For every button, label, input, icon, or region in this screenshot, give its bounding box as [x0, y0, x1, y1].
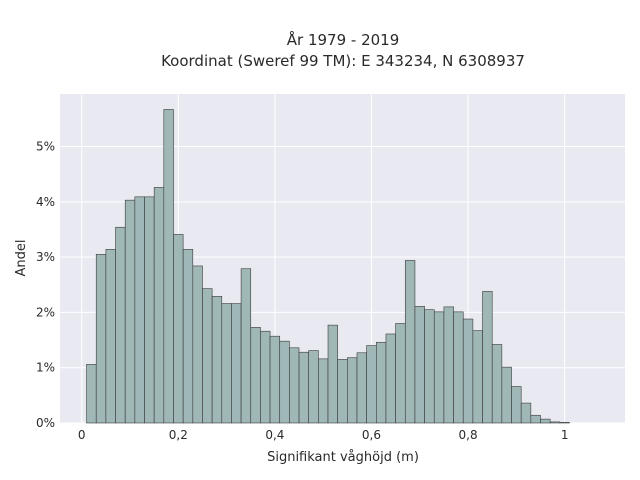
x-axis-ticks: 0 0,2 0,4 0,6 0,8 1: [78, 428, 569, 442]
histogram-bar: [453, 311, 464, 424]
histogram-bar: [260, 330, 271, 424]
histogram-bar: [163, 109, 174, 424]
histogram-bar: [462, 318, 474, 424]
histogram-bar: [308, 350, 319, 424]
histogram-bar: [124, 199, 136, 424]
histogram-bar: [404, 260, 416, 424]
histogram-bar: [250, 327, 261, 424]
histogram-bar: [414, 306, 425, 424]
histogram-bar: [211, 296, 223, 424]
histogram-bar: [530, 414, 541, 424]
histogram-bar: [182, 249, 194, 424]
histogram-bar: [482, 291, 493, 424]
histogram-bar: [95, 254, 107, 424]
y-axis-ticks: 0% 1% 2% 3% 4% 5%: [36, 140, 55, 430]
histogram-bar: [153, 187, 165, 424]
histogram-bar: [559, 422, 570, 424]
histogram-bar: [240, 268, 252, 424]
histogram-bar: [375, 341, 387, 424]
y-tick-label: 2%: [36, 305, 55, 319]
histogram-bar: [511, 386, 522, 424]
histogram-bar: [115, 226, 126, 424]
histogram-bar: [540, 418, 551, 424]
histogram-bar: [144, 196, 155, 424]
histogram-bar: [327, 324, 338, 424]
y-tick-label: 4%: [36, 195, 55, 209]
x-tick-label: 0,2: [169, 428, 188, 442]
histogram-bar: [385, 333, 396, 424]
chart-subtitle: Koordinat (Sweref 99 TM): E 343234, N 63…: [161, 52, 525, 70]
histogram-bar: [337, 359, 348, 424]
histogram-bar: [86, 364, 97, 424]
histogram-bar: [433, 311, 445, 424]
histogram-bar: [289, 347, 300, 424]
histogram-bar: [491, 344, 503, 424]
histogram-bar: [269, 335, 281, 424]
histogram-bar: [221, 303, 232, 424]
histogram-bar: [105, 249, 116, 424]
histogram-bar: [356, 352, 367, 424]
histogram-bar: [134, 196, 145, 424]
x-tick-label: 0: [78, 428, 86, 442]
histogram-bars: [86, 109, 570, 424]
histogram-bar: [366, 345, 377, 424]
histogram-bar: [424, 309, 435, 424]
x-tick-label: 1: [561, 428, 569, 442]
histogram-bar: [279, 340, 290, 424]
y-tick-label: 3%: [36, 250, 55, 264]
histogram-bar: [549, 421, 561, 424]
histogram-bar: [173, 234, 184, 424]
y-tick-label: 5%: [36, 140, 55, 154]
histogram-bar: [192, 265, 203, 424]
y-tick-label: 0%: [36, 416, 55, 430]
histogram-bar: [318, 358, 329, 424]
x-tick-label: 0,8: [459, 428, 478, 442]
histogram-bar: [443, 306, 454, 424]
y-axis-label: Andel: [14, 240, 29, 277]
histogram-bar: [202, 288, 213, 424]
histogram-bar: [347, 357, 358, 424]
histogram-bar: [395, 323, 406, 424]
histogram-bar: [231, 303, 242, 424]
chart-title: År 1979 - 2019: [287, 30, 400, 49]
x-tick-label: 0,4: [265, 428, 284, 442]
x-axis-label: Signifikant våghöjd (m): [267, 450, 419, 465]
histogram-bar: [298, 351, 310, 424]
x-tick-label: 0,6: [362, 428, 381, 442]
histogram-bar: [472, 330, 483, 424]
y-tick-label: 1%: [36, 361, 55, 375]
histogram-bar: [501, 366, 512, 424]
histogram-bar: [520, 402, 532, 424]
